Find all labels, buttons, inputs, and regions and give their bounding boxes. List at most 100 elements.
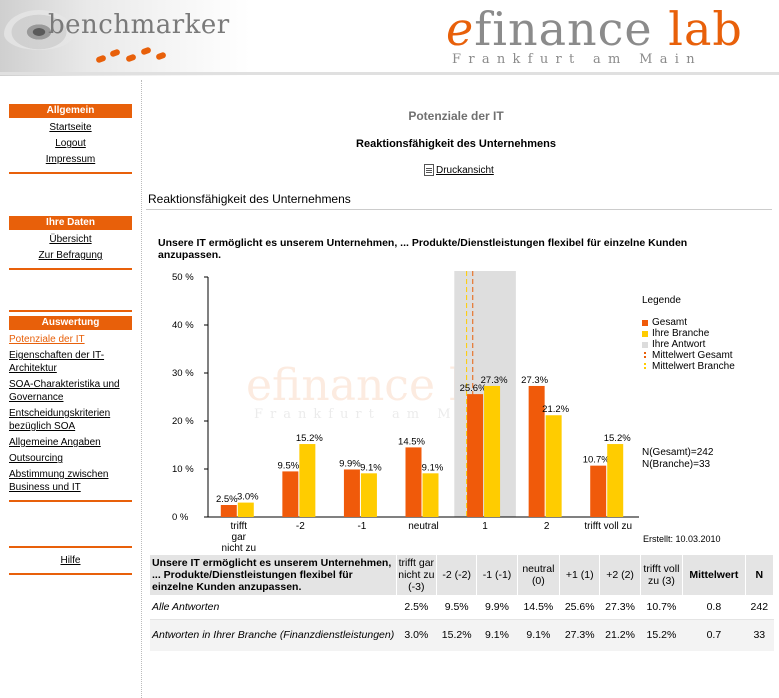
- benchmarker-logo-text: benchmarker: [48, 10, 230, 40]
- header: benchmarker efinance lab Frankfurt am Ma…: [0, 0, 779, 76]
- table-row: Alle Antworten 2.5% 9.5% 9.9% 14.5% 25.6% 27.3…: [150, 595, 774, 620]
- table-cell: 10.7%: [640, 595, 683, 620]
- legend-label: Mittelwert Branche: [652, 361, 735, 372]
- table-cell: 9.9%: [476, 595, 518, 620]
- table-cell: 15.2%: [436, 619, 477, 651]
- table-cell: 242: [745, 595, 774, 620]
- print-view-label: Druckansicht: [436, 164, 494, 176]
- footprints-icon: [95, 44, 176, 64]
- table-col-header: -2 (-2): [436, 555, 478, 595]
- x-tick-label: 1: [482, 521, 488, 532]
- n-branch: N(Branche)=33: [642, 459, 711, 470]
- table-n-header: N: [745, 555, 775, 595]
- bar-value-label: 10.7%: [583, 455, 610, 466]
- table-cell: 9.1%: [476, 619, 518, 651]
- nav-divider: [9, 546, 132, 548]
- nav-allgemeine-angaben-link[interactable]: Allgemeine Angaben: [9, 437, 101, 448]
- legend-label: Ihre Branche: [652, 328, 710, 339]
- document-icon: [424, 164, 434, 176]
- nav-zur-befragung-link[interactable]: Zur Befragung: [38, 250, 103, 261]
- nav-divider: [9, 172, 132, 174]
- bar-value-label: 27.3%: [481, 375, 508, 386]
- nav-soa-charakteristika-link[interactable]: SOA-Charakteristika und Governance: [9, 379, 120, 403]
- bar-branche: [237, 502, 254, 517]
- table-cell: 0.7: [682, 619, 746, 651]
- nav-divider: [9, 500, 132, 502]
- result-table: Unsere IT ermöglicht es unserem Unterneh…: [150, 555, 775, 651]
- table-question-header: Unsere IT ermöglicht es unserem Unterneh…: [150, 555, 397, 595]
- nav-group-title: Ihre Daten: [9, 216, 132, 230]
- bar-gesamt: [467, 394, 484, 517]
- x-tick-label: trifft: [231, 521, 248, 532]
- nav-divider: [9, 310, 132, 312]
- efinancelab-logo-subtitle: Frankfurt am Main: [452, 52, 702, 67]
- nav-divider: [9, 573, 132, 575]
- nav-divider: [9, 268, 132, 270]
- table-cell: 27.3%: [599, 595, 641, 620]
- bar-branche: [484, 385, 501, 517]
- page-title: Potenziale der IT: [408, 109, 504, 123]
- bar-gesamt: [528, 385, 545, 517]
- efinancelab-logo-finance: finance: [474, 2, 653, 56]
- efinancelab-logo[interactable]: efinance lab Frankfurt am Main: [446, 2, 776, 72]
- print-view-link[interactable]: Druckansicht: [424, 164, 494, 176]
- efinancelab-logo-lab: lab: [668, 2, 743, 56]
- nav-group-auswertung: Auswertung Potenziale der IT Eigenschaft…: [9, 310, 132, 502]
- legend-label: Ihre Antwort: [652, 339, 706, 350]
- nav-eigenschaften-link[interactable]: Eigenschaften der IT-Architektur: [9, 350, 105, 374]
- legend-swatch: [642, 341, 648, 348]
- x-tick-label: nicht zu: [222, 543, 256, 554]
- nav-abstimmung-link[interactable]: Abstimmung zwischen Business und IT: [9, 469, 109, 493]
- bar-gesamt: [220, 505, 237, 517]
- bar-gesamt: [590, 465, 607, 517]
- bar-value-label: 2.5%: [216, 494, 238, 505]
- nav-impressum-link[interactable]: Impressum: [45, 154, 96, 165]
- benchmarker-logo[interactable]: benchmarker: [48, 10, 230, 40]
- nav-uebersicht-link[interactable]: Übersicht: [49, 234, 92, 245]
- bar-gesamt: [405, 447, 422, 517]
- nav-entscheidungskriterien-link[interactable]: Entscheidungskriterien bezüglich SOA: [9, 408, 111, 432]
- header-rule: [0, 72, 779, 75]
- y-tick-label: 40 %: [172, 320, 194, 331]
- bar-value-label: 15.2%: [296, 433, 323, 444]
- legend-item: Gesamt: [642, 317, 735, 328]
- legend-swatch: [642, 319, 648, 326]
- nav-potenziale-link[interactable]: Potenziale der IT: [9, 334, 85, 345]
- table-cell: 33: [745, 619, 774, 651]
- nav-logout-link[interactable]: Logout: [55, 138, 86, 149]
- section-heading: Reaktionsfähigkeit des Unternehmens: [148, 192, 351, 206]
- bar-value-label: 21.2%: [542, 404, 569, 415]
- y-tick-label: 30 %: [172, 368, 194, 379]
- eye-icon: [4, 10, 74, 50]
- legend-label: Gesamt: [652, 317, 688, 328]
- table-row: Antworten in Ihrer Branche (Finanzdienst…: [150, 619, 774, 651]
- legend-swatch: [644, 351, 646, 360]
- legend-item: Mittelwert Gesamt: [642, 350, 735, 361]
- x-tick-label: trifft voll zu: [584, 521, 632, 532]
- table-col-header: +1 (1): [559, 555, 601, 595]
- efinancelab-logo-e: e: [446, 2, 475, 56]
- table-col-header: neutral (0): [517, 555, 561, 595]
- x-tick-label: neutral: [408, 521, 439, 532]
- nav-startseite-link[interactable]: Startseite: [49, 122, 92, 133]
- table-cell: 27.3%: [559, 619, 600, 651]
- chart-legend: Legende Gesamt Ihre Branche Ihre Antwort Mi…: [642, 295, 735, 372]
- table-cell: 21.2%: [599, 619, 641, 651]
- nav-outsourcing-link[interactable]: Outsourcing: [9, 453, 63, 464]
- n-total: N(Gesamt)=242: [642, 447, 714, 458]
- bar-value-label: 9.5%: [278, 460, 300, 471]
- table-col-header: +2 (2): [599, 555, 641, 595]
- bar-value-label: 27.3%: [521, 375, 548, 386]
- table-header-row: Unsere IT ermöglicht es unserem Unterneh…: [150, 555, 775, 595]
- bar-value-label: 9.9%: [339, 458, 361, 469]
- table-cell: 9.5%: [436, 595, 477, 620]
- section-divider: [146, 209, 772, 210]
- legend-item: Ihre Branche: [642, 328, 735, 339]
- legend-swatch: [642, 330, 648, 337]
- x-tick-label: 2: [544, 521, 550, 532]
- bar-value-label: 14.5%: [398, 436, 425, 447]
- nav-group-hilfe: Hilfe: [9, 546, 132, 575]
- nav-hilfe-link[interactable]: Hilfe: [60, 555, 81, 566]
- bar-branche: [545, 415, 562, 517]
